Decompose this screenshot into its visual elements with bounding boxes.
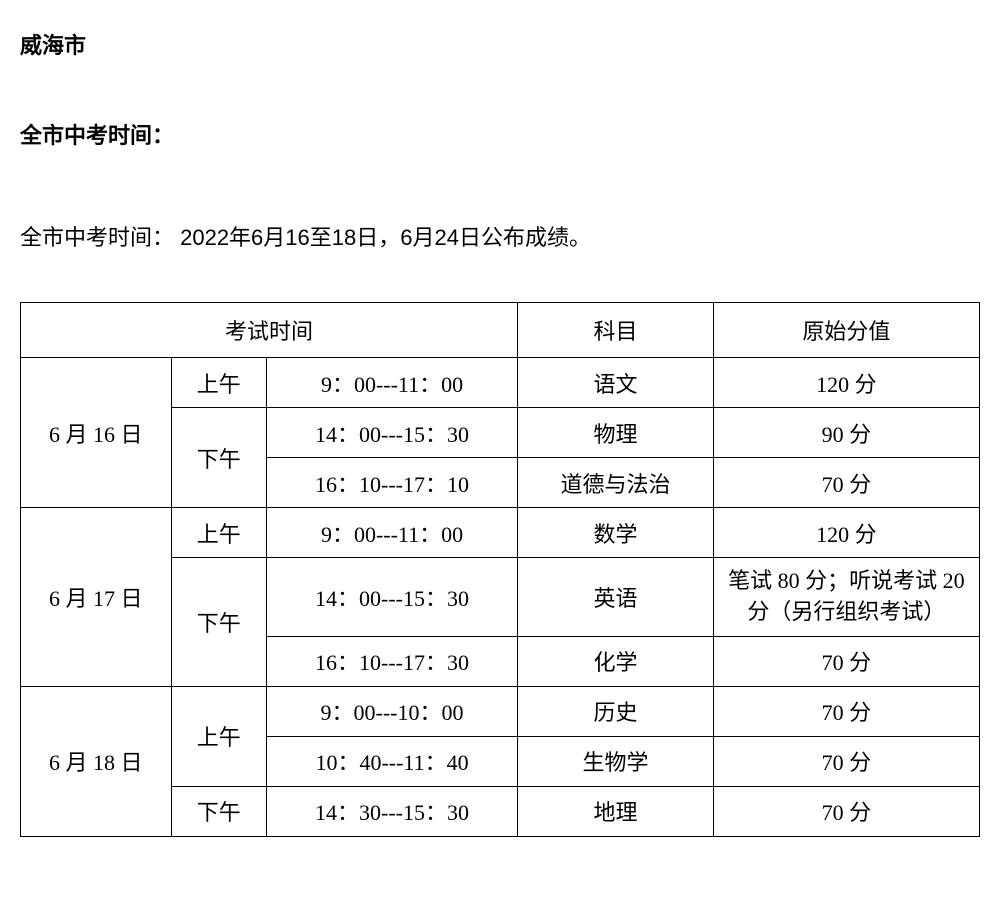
cell-subject: 历史 (518, 686, 714, 736)
city-title: 威海市 (20, 28, 980, 60)
cell-score: 120 分 (713, 508, 979, 558)
table-header-row: 考试时间 科目 原始分值 (21, 303, 980, 358)
schedule-description: 全市中考时间： 2022年6月16至18日，6月24日公布成绩。 (20, 220, 980, 252)
cell-period: 上午 (171, 686, 266, 786)
cell-time: 16：10---17：10 (267, 458, 518, 508)
cell-score: 70 分 (713, 686, 979, 736)
cell-period: 上午 (171, 508, 266, 558)
cell-subject: 语文 (518, 358, 714, 408)
cell-score: 70 分 (713, 458, 979, 508)
cell-score: 90 分 (713, 408, 979, 458)
cell-subject: 化学 (518, 636, 714, 686)
cell-time: 14：00---15：30 (267, 558, 518, 637)
cell-score: 120 分 (713, 358, 979, 408)
cell-date: 6 月 17 日 (21, 508, 172, 687)
header-score: 原始分值 (713, 303, 979, 358)
cell-time: 10：40---11：40 (267, 736, 518, 786)
cell-time: 14：30---15：30 (267, 786, 518, 836)
header-subject: 科目 (518, 303, 714, 358)
cell-score: 70 分 (713, 786, 979, 836)
cell-subject: 道德与法治 (518, 458, 714, 508)
cell-time: 9：00---10：00 (267, 686, 518, 736)
cell-subject: 数学 (518, 508, 714, 558)
cell-subject: 生物学 (518, 736, 714, 786)
cell-period: 下午 (171, 408, 266, 508)
cell-score: 笔试 80 分；听说考试 20 分（另行组织考试） (713, 558, 979, 637)
cell-time: 16：10---17：30 (267, 636, 518, 686)
cell-period: 上午 (171, 358, 266, 408)
cell-subject: 物理 (518, 408, 714, 458)
cell-subject: 英语 (518, 558, 714, 637)
table-row: 6 月 18 日上午9：00---10：00历史70 分 (21, 686, 980, 736)
header-exam-time: 考试时间 (21, 303, 518, 358)
cell-time: 14：00---15：30 (267, 408, 518, 458)
cell-subject: 地理 (518, 786, 714, 836)
cell-time: 9：00---11：00 (267, 508, 518, 558)
cell-period: 下午 (171, 558, 266, 687)
cell-date: 6 月 16 日 (21, 358, 172, 508)
table-row: 6 月 17 日上午9：00---11：00数学120 分 (21, 508, 980, 558)
cell-score: 70 分 (713, 736, 979, 786)
cell-period: 下午 (171, 786, 266, 836)
schedule-subtitle: 全市中考时间： (20, 118, 980, 150)
cell-time: 9：00---11：00 (267, 358, 518, 408)
cell-date: 6 月 18 日 (21, 686, 172, 836)
cell-score: 70 分 (713, 636, 979, 686)
table-row: 6 月 16 日上午9：00---11：00语文120 分 (21, 358, 980, 408)
exam-schedule-table: 考试时间 科目 原始分值 6 月 16 日上午9：00---11：00语文120… (20, 302, 980, 837)
